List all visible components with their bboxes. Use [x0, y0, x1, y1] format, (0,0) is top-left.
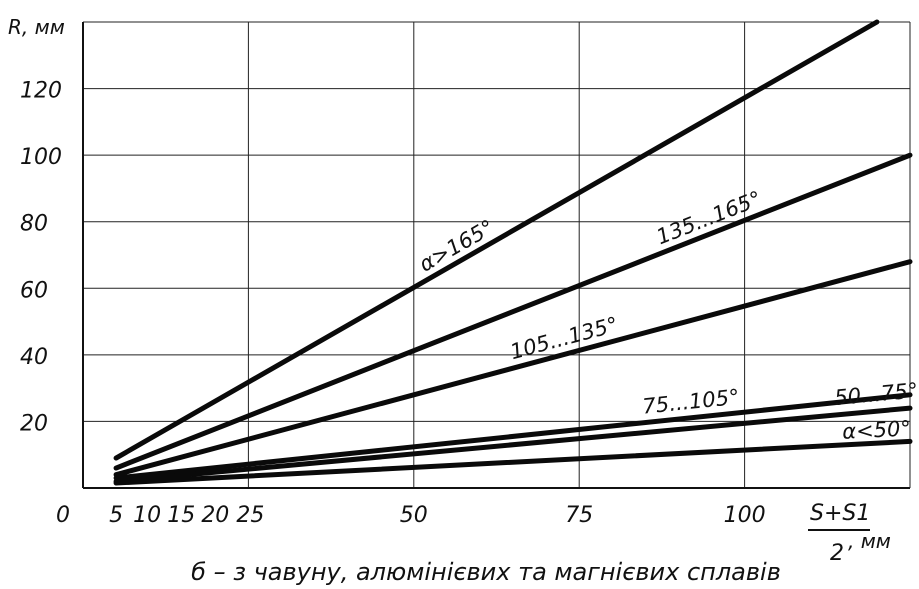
y-tick-label: 80: [20, 212, 48, 237]
y-axis-label: R, мм: [8, 15, 65, 39]
x-axis-label-unit: , мм: [848, 529, 891, 553]
y-tick-label: 20: [20, 411, 48, 436]
series-line: [113, 152, 913, 471]
x-tick-label: 100: [724, 503, 766, 528]
series-line: [113, 392, 913, 481]
series-line: [113, 405, 913, 484]
y-tick-label: 100: [20, 145, 62, 170]
caption: б – з чавуну, алюмінієвих та магнієвих с…: [191, 558, 781, 586]
x-tick-label: 15: [167, 503, 195, 528]
x-tick-label: 50: [400, 503, 428, 528]
x-axis-label-denominator: 2: [830, 541, 844, 566]
series-line: [113, 438, 913, 486]
series-line: [113, 259, 913, 478]
y-tick-label: 60: [20, 278, 48, 303]
series-label: α<50°: [842, 416, 912, 444]
x-tick-label: 25: [236, 503, 264, 528]
series-lines: [113, 19, 913, 486]
x-tick-label: 75: [565, 503, 593, 528]
series-line: [113, 19, 880, 461]
x-axis-label-numerator: S+S1: [810, 501, 870, 526]
x-axis-label: S+S1 2 , мм: [808, 501, 891, 566]
origin-label: 0: [56, 503, 70, 528]
x-tick-label: 10: [133, 503, 161, 528]
y-tick-label: 40: [20, 345, 48, 370]
series-label: 50...75°: [833, 378, 919, 410]
x-tick-label: 20: [201, 503, 229, 528]
x-tick-label: 5: [109, 503, 123, 528]
y-tick-label: 120: [20, 79, 62, 104]
